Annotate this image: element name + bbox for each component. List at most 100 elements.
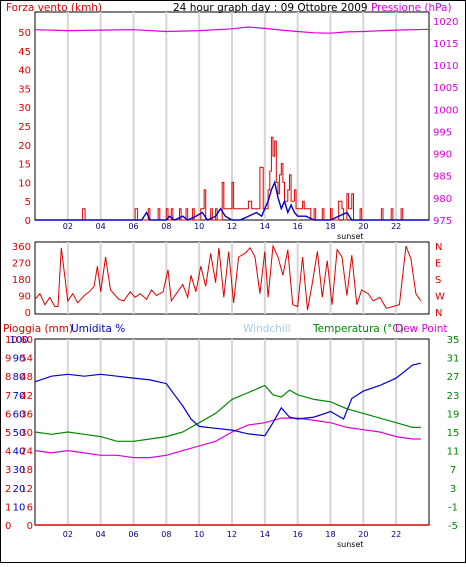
wind2-tick-2: 12 bbox=[20, 484, 33, 495]
rain-tick-1: 1 bbox=[5, 502, 11, 513]
x-top-tick-08: 08 bbox=[161, 222, 171, 231]
temp-tick-9: 31 bbox=[447, 354, 460, 365]
wind-tick-0: 0 bbox=[25, 216, 31, 227]
compass-tick-3: E bbox=[435, 259, 441, 270]
humidity-tick-6: 70 bbox=[13, 391, 26, 402]
x-top-tick-06: 06 bbox=[128, 222, 138, 231]
temp-tick-5: 15 bbox=[447, 428, 460, 439]
direction-tick-2: 180 bbox=[12, 275, 31, 286]
humidity-axis-title: Umidita % bbox=[71, 323, 125, 335]
temp-tick-10: 35 bbox=[447, 335, 460, 346]
wind-direction-series bbox=[34, 244, 422, 311]
wind-speed-axis: 0 5 10 15 20 25 30 35 40 45 50 bbox=[18, 28, 31, 227]
rain-tick-5: 5 bbox=[5, 428, 11, 439]
compass-tick-0: N bbox=[435, 308, 442, 319]
wind2-tick-10: 60 bbox=[20, 335, 33, 346]
rain-axis: 0 1 2 3 4 5 6 7 8 9 10 bbox=[5, 335, 18, 532]
wind2-tick-5: 30 bbox=[20, 428, 33, 439]
pressure-tick-7: 1010 bbox=[433, 61, 458, 72]
wind2-tick-3: 18 bbox=[20, 465, 33, 476]
pressure-tick-5: 1000 bbox=[433, 105, 458, 116]
rain-tick-2: 2 bbox=[5, 484, 11, 495]
wind-speed-line bbox=[35, 136, 429, 221]
wind-tick-9: 45 bbox=[18, 47, 31, 58]
humidity-tick-5: 60 bbox=[13, 409, 26, 420]
x-top-tick-10: 10 bbox=[194, 222, 204, 231]
wind-tick-8: 40 bbox=[18, 66, 31, 77]
rain-tick-3: 3 bbox=[5, 465, 11, 476]
humidity-tick-0: 10 bbox=[13, 502, 26, 513]
rain-tick-7: 7 bbox=[5, 391, 11, 402]
humidity-axis: 10 20 30 40 50 60 70 80 90 100 bbox=[9, 335, 28, 513]
temp-tick-1: -1 bbox=[448, 502, 458, 513]
windchill-legend: Windchill bbox=[243, 323, 291, 335]
direction-degree-axis: 0 90 180 270 360 bbox=[12, 242, 31, 319]
sunset-label-bottom: sunset bbox=[337, 540, 364, 549]
wind-axis-title: Forza vento (kmh) bbox=[6, 2, 102, 14]
humidity-tick-3: 40 bbox=[13, 447, 26, 458]
humidity-tick-8: 90 bbox=[13, 354, 26, 365]
x-top-tick-12: 12 bbox=[227, 222, 237, 231]
pressure-tick-1: 980 bbox=[433, 194, 452, 205]
pressure-tick-0: 975 bbox=[433, 216, 452, 227]
x-top-tick-22: 22 bbox=[391, 222, 401, 231]
pressure-tick-8: 1015 bbox=[433, 39, 458, 50]
wind-secondary-axis: 0 6 12 18 24 30 36 42 48 54 60 bbox=[20, 335, 33, 532]
wind-tick-4: 20 bbox=[18, 141, 31, 152]
rain-tick-9: 9 bbox=[5, 354, 11, 365]
compass-tick-2: S bbox=[435, 275, 441, 286]
temp-tick-7: 23 bbox=[447, 391, 460, 402]
temperature-axis: -5 -1 3 7 11 15 19 23 27 31 35 bbox=[447, 335, 460, 532]
wind2-tick-7: 42 bbox=[20, 391, 33, 402]
temperature-axis-title: Temperatura (°C) bbox=[312, 323, 404, 335]
wind-tick-10: 50 bbox=[18, 28, 31, 39]
wind2-tick-6: 36 bbox=[20, 409, 33, 420]
wind2-tick-9: 54 bbox=[20, 354, 33, 365]
wind-pressure-series bbox=[34, 26, 430, 221]
wind-tick-3: 15 bbox=[18, 160, 31, 171]
compass-tick-1: W bbox=[435, 292, 445, 303]
rain-tick-8: 8 bbox=[5, 372, 11, 383]
x-bottom-tick-16: 16 bbox=[293, 530, 303, 539]
temp-tick-0: -5 bbox=[448, 521, 458, 532]
x-bottom-tick-12: 12 bbox=[227, 530, 237, 539]
direction-tick-3: 270 bbox=[12, 259, 31, 270]
humidity-tick-2: 30 bbox=[13, 465, 26, 476]
x-bottom-tick-22: 22 bbox=[391, 530, 401, 539]
humidity-line bbox=[34, 362, 421, 437]
x-top-tick-18: 18 bbox=[325, 222, 335, 231]
sunset-label-top: sunset bbox=[337, 232, 364, 241]
temp-humidity-series bbox=[34, 362, 429, 526]
wind-tick-2: 10 bbox=[18, 178, 31, 189]
x-bottom-tick-10: 10 bbox=[194, 530, 204, 539]
rain-tick-4: 4 bbox=[5, 447, 11, 458]
temperature-line bbox=[34, 384, 421, 442]
direction-tick-0: 0 bbox=[25, 308, 31, 319]
temp-tick-6: 19 bbox=[447, 409, 460, 420]
x-bottom-tick-04: 04 bbox=[96, 530, 106, 539]
rain-tick-0: 0 bbox=[5, 521, 11, 532]
rain-tick-10: 10 bbox=[5, 335, 18, 346]
x-bottom-tick-06: 06 bbox=[128, 530, 138, 539]
x-top-tick-02: 02 bbox=[63, 222, 73, 231]
temp-tick-2: 3 bbox=[450, 484, 456, 495]
wind-direction-line bbox=[34, 244, 422, 311]
compass-tick-4: N bbox=[435, 242, 442, 253]
pressure-tick-4: 995 bbox=[433, 127, 452, 138]
x-top-tick-16: 16 bbox=[293, 222, 303, 231]
dewpoint-legend: Dew Point bbox=[395, 323, 448, 335]
pressure-axis: 975 980 985 990 995 1000 1005 1010 1015 1020 bbox=[433, 17, 458, 227]
wind-tick-6: 30 bbox=[18, 103, 31, 114]
x-top-tick-20: 20 bbox=[358, 222, 368, 231]
wind2-tick-4: 24 bbox=[20, 447, 33, 458]
x-top-tick-14: 14 bbox=[260, 222, 270, 231]
chart-title: 24 hour graph day : 09 Ottobre 2009 bbox=[173, 2, 368, 14]
pressure-tick-6: 1005 bbox=[433, 83, 458, 94]
wind2-tick-1: 6 bbox=[27, 502, 33, 513]
x-bottom-tick-20: 20 bbox=[358, 530, 368, 539]
temp-tick-8: 27 bbox=[447, 372, 460, 383]
pressure-tick-9: 1020 bbox=[433, 17, 458, 28]
pressure-tick-3: 990 bbox=[433, 150, 452, 161]
